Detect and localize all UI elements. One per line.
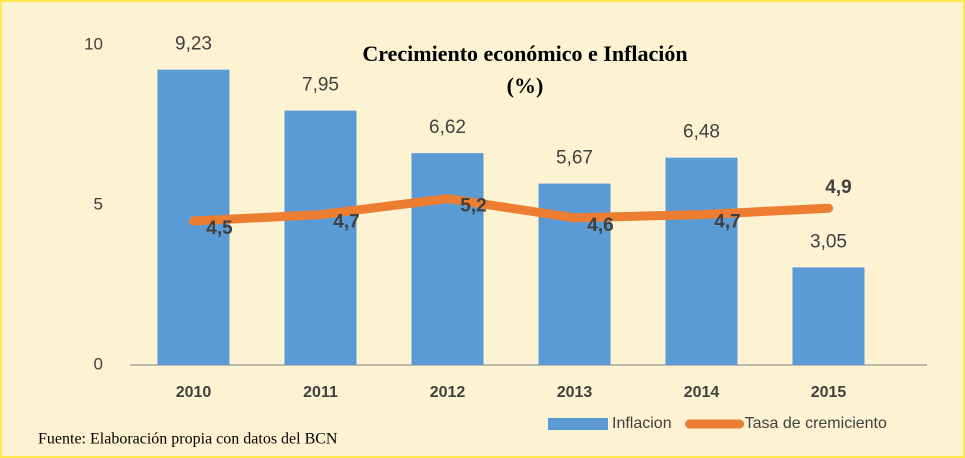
line-value-label: 4,9 [825, 177, 851, 198]
source-note: Fuente: Elaboración propia con datos del… [38, 431, 338, 448]
y-tick-label: 0 [94, 354, 103, 373]
bar [284, 110, 357, 365]
legend-swatch [548, 418, 608, 430]
line-value-label: 4,7 [333, 212, 359, 233]
x-tick-label: 2013 [557, 384, 593, 401]
bar-value-label: 5,67 [556, 148, 593, 169]
y-tick-label: 5 [94, 194, 103, 213]
bar-value-label: 7,95 [302, 75, 339, 96]
bar-value-label: 6,62 [429, 117, 466, 138]
bar-value-label: 3,05 [810, 231, 847, 252]
legend-label: Inflacion [612, 415, 672, 432]
y-tick-label: 10 [84, 34, 103, 53]
line-value-label: 4,6 [587, 215, 613, 236]
chart-title: Crecimiento económico e Inflación [362, 41, 687, 66]
chart-subtitle: (%) [507, 73, 544, 98]
x-tick-label: 2010 [176, 384, 212, 401]
bar-value-label: 9,23 [175, 34, 212, 55]
legend-label: Tasa de cremiciento [745, 415, 887, 432]
x-tick-label: 2012 [430, 384, 466, 401]
x-tick-label: 2015 [811, 384, 847, 401]
bar-value-label: 6,48 [683, 122, 720, 143]
line-value-label: 4,5 [206, 218, 233, 239]
bar [411, 153, 484, 365]
x-tick-label: 2011 [303, 384, 338, 401]
bar [792, 267, 865, 365]
line-value-label: 5,2 [460, 196, 486, 217]
line [189, 194, 833, 226]
x-tick-label: 2014 [684, 384, 720, 401]
bar [665, 157, 738, 365]
line-value-label: 4,7 [714, 212, 740, 233]
